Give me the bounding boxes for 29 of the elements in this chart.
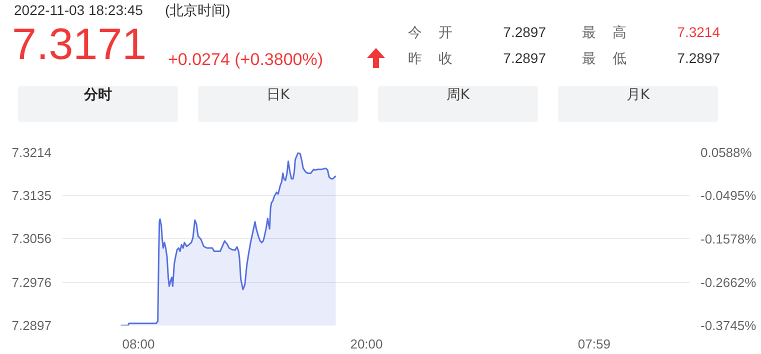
text: 月K — [558, 86, 718, 122]
chart-title: 2022-11-03 18:23:45 — [14, 2, 143, 18]
y-tick-label: 7.2976 — [12, 274, 52, 290]
text: 7.2897 — [502, 24, 546, 40]
text: 日K — [198, 86, 358, 122]
text: 7.2897 — [676, 50, 720, 66]
y2-tick-label: -0.0495% — [700, 188, 757, 204]
text: 7.2897 — [502, 50, 546, 66]
y-tick-label: 7.3135 — [12, 188, 52, 204]
text: +0.0274 (+0.3800%) — [168, 50, 324, 70]
text: 周K — [378, 86, 538, 122]
y2-tick-label: -0.2662% — [700, 274, 757, 290]
x-tick-label: 07:59 — [578, 336, 610, 352]
y-tick-label: 7.2897 — [12, 318, 52, 333]
text: 昨 收 — [408, 50, 458, 68]
chart-subtitle: (北京时间) — [164, 2, 230, 18]
text: 今 开 — [408, 24, 458, 42]
y-tick-label: 7.3214 — [12, 145, 52, 160]
text: 最 低 — [582, 50, 632, 68]
text: 最 高 — [582, 24, 632, 42]
x-tick-label: 08:00 — [122, 336, 155, 352]
text: 7.3214 — [676, 24, 720, 40]
text: 7.3171 — [12, 20, 147, 70]
x-tick-label: 20:00 — [350, 336, 383, 352]
text: 分时 — [18, 86, 178, 122]
y2-tick-label: -0.1578% — [700, 231, 757, 246]
y-tick-label: 7.3056 — [12, 231, 52, 246]
y2-tick-label: 0.0588% — [700, 145, 752, 160]
y2-tick-label: -0.3745% — [700, 318, 757, 333]
